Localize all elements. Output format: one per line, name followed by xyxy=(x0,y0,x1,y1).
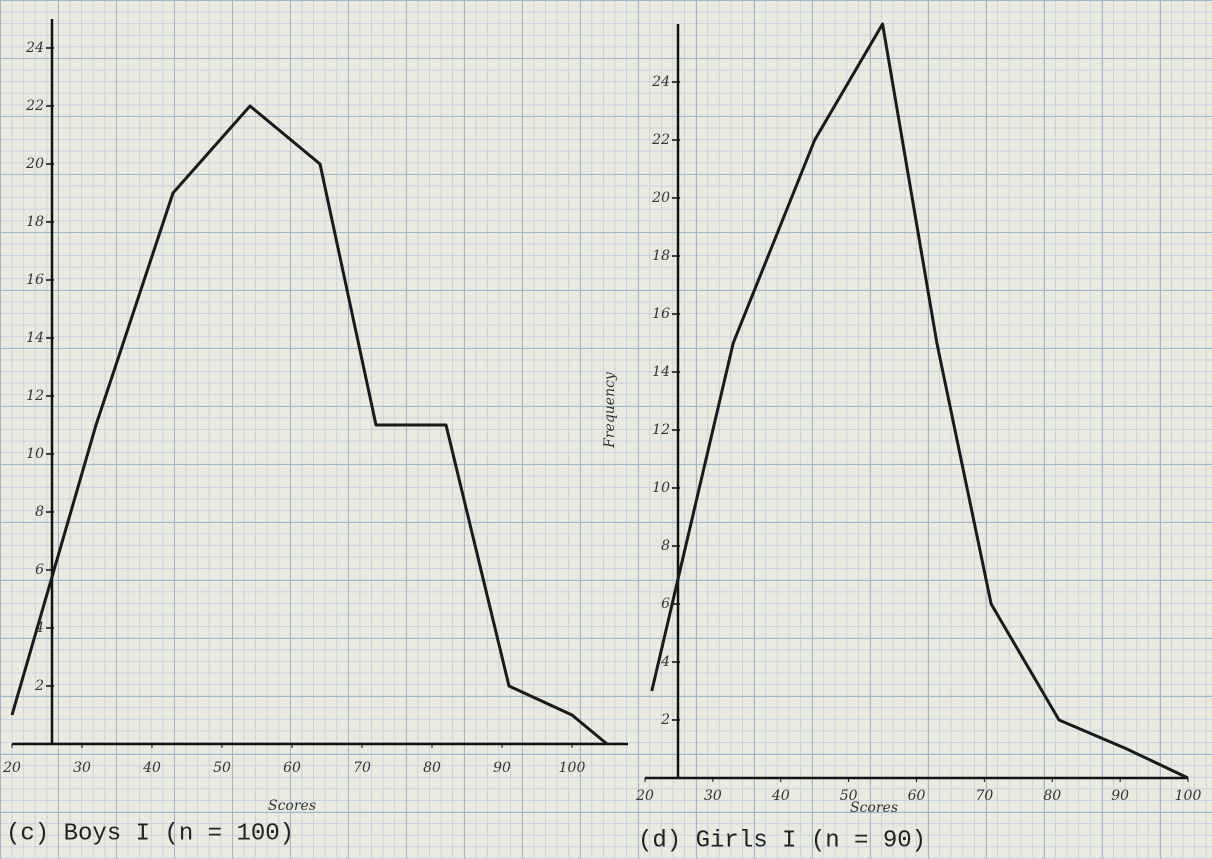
caption: (c) Boys I (n = 100) xyxy=(6,820,294,847)
x-tick-label: 70 xyxy=(975,788,993,804)
x-tick-label: 50 xyxy=(213,760,231,776)
x-tick-label: 30 xyxy=(704,788,722,804)
y-tick-label: 22 xyxy=(25,98,44,114)
y-tick-label: 2 xyxy=(34,678,44,694)
x-tick-label: 90 xyxy=(1111,788,1129,804)
y-tick-label: 4 xyxy=(660,654,670,670)
x-tick-label: 100 xyxy=(559,760,586,776)
y-tick-label: 10 xyxy=(26,446,44,462)
x-tick-label: 80 xyxy=(423,760,441,776)
x-tick-label: 70 xyxy=(353,760,371,776)
x-tick-label: 20 xyxy=(2,760,21,776)
y-tick-label: 24 xyxy=(25,40,44,56)
y-tick-label: 12 xyxy=(26,388,44,404)
frequency-polygon xyxy=(10,104,608,746)
x-tick-label: 30 xyxy=(73,760,91,776)
x-tick-label: 60 xyxy=(283,760,301,776)
x-tick-label: 50 xyxy=(840,788,858,804)
y-tick-label: 24 xyxy=(651,74,670,90)
x-tick-label: 80 xyxy=(1043,788,1061,804)
x-tick-label: 90 xyxy=(493,760,511,776)
y-tick-label: 14 xyxy=(652,364,670,380)
y-tick-label: 8 xyxy=(35,504,44,520)
y-tick-label: 20 xyxy=(25,156,44,172)
y-tick-label: 16 xyxy=(652,306,670,322)
x-tick-label: 40 xyxy=(142,760,161,776)
y-tick-label: 18 xyxy=(652,248,670,264)
y-tick-label: 14 xyxy=(26,330,44,346)
x-axis-label: Scores xyxy=(268,798,316,814)
y-tick-label: 22 xyxy=(651,132,670,148)
y-tick-label: 6 xyxy=(661,596,670,612)
y-tick-label: 12 xyxy=(652,422,670,438)
y-tick-label: 16 xyxy=(26,272,44,288)
y-tick-label: 4 xyxy=(34,620,44,636)
x-tick-label: 20 xyxy=(635,788,654,804)
y-tick-label: 10 xyxy=(652,480,670,496)
x-tick-label: 60 xyxy=(908,788,926,804)
caption: (d) Girls I (n = 90) xyxy=(638,827,926,854)
y-tick-label: 2 xyxy=(660,712,670,728)
y-tick-label: 8 xyxy=(661,538,670,554)
y-axis-label: Frequency xyxy=(602,371,618,449)
frequency-polygon xyxy=(650,22,1189,780)
x-tick-label: 40 xyxy=(771,788,790,804)
x-axis-label: Scores xyxy=(850,800,898,816)
y-tick-label: 18 xyxy=(26,214,44,230)
x-tick-label: 100 xyxy=(1175,788,1202,804)
y-tick-label: 6 xyxy=(35,562,44,578)
y-tick-label: 20 xyxy=(651,190,670,206)
